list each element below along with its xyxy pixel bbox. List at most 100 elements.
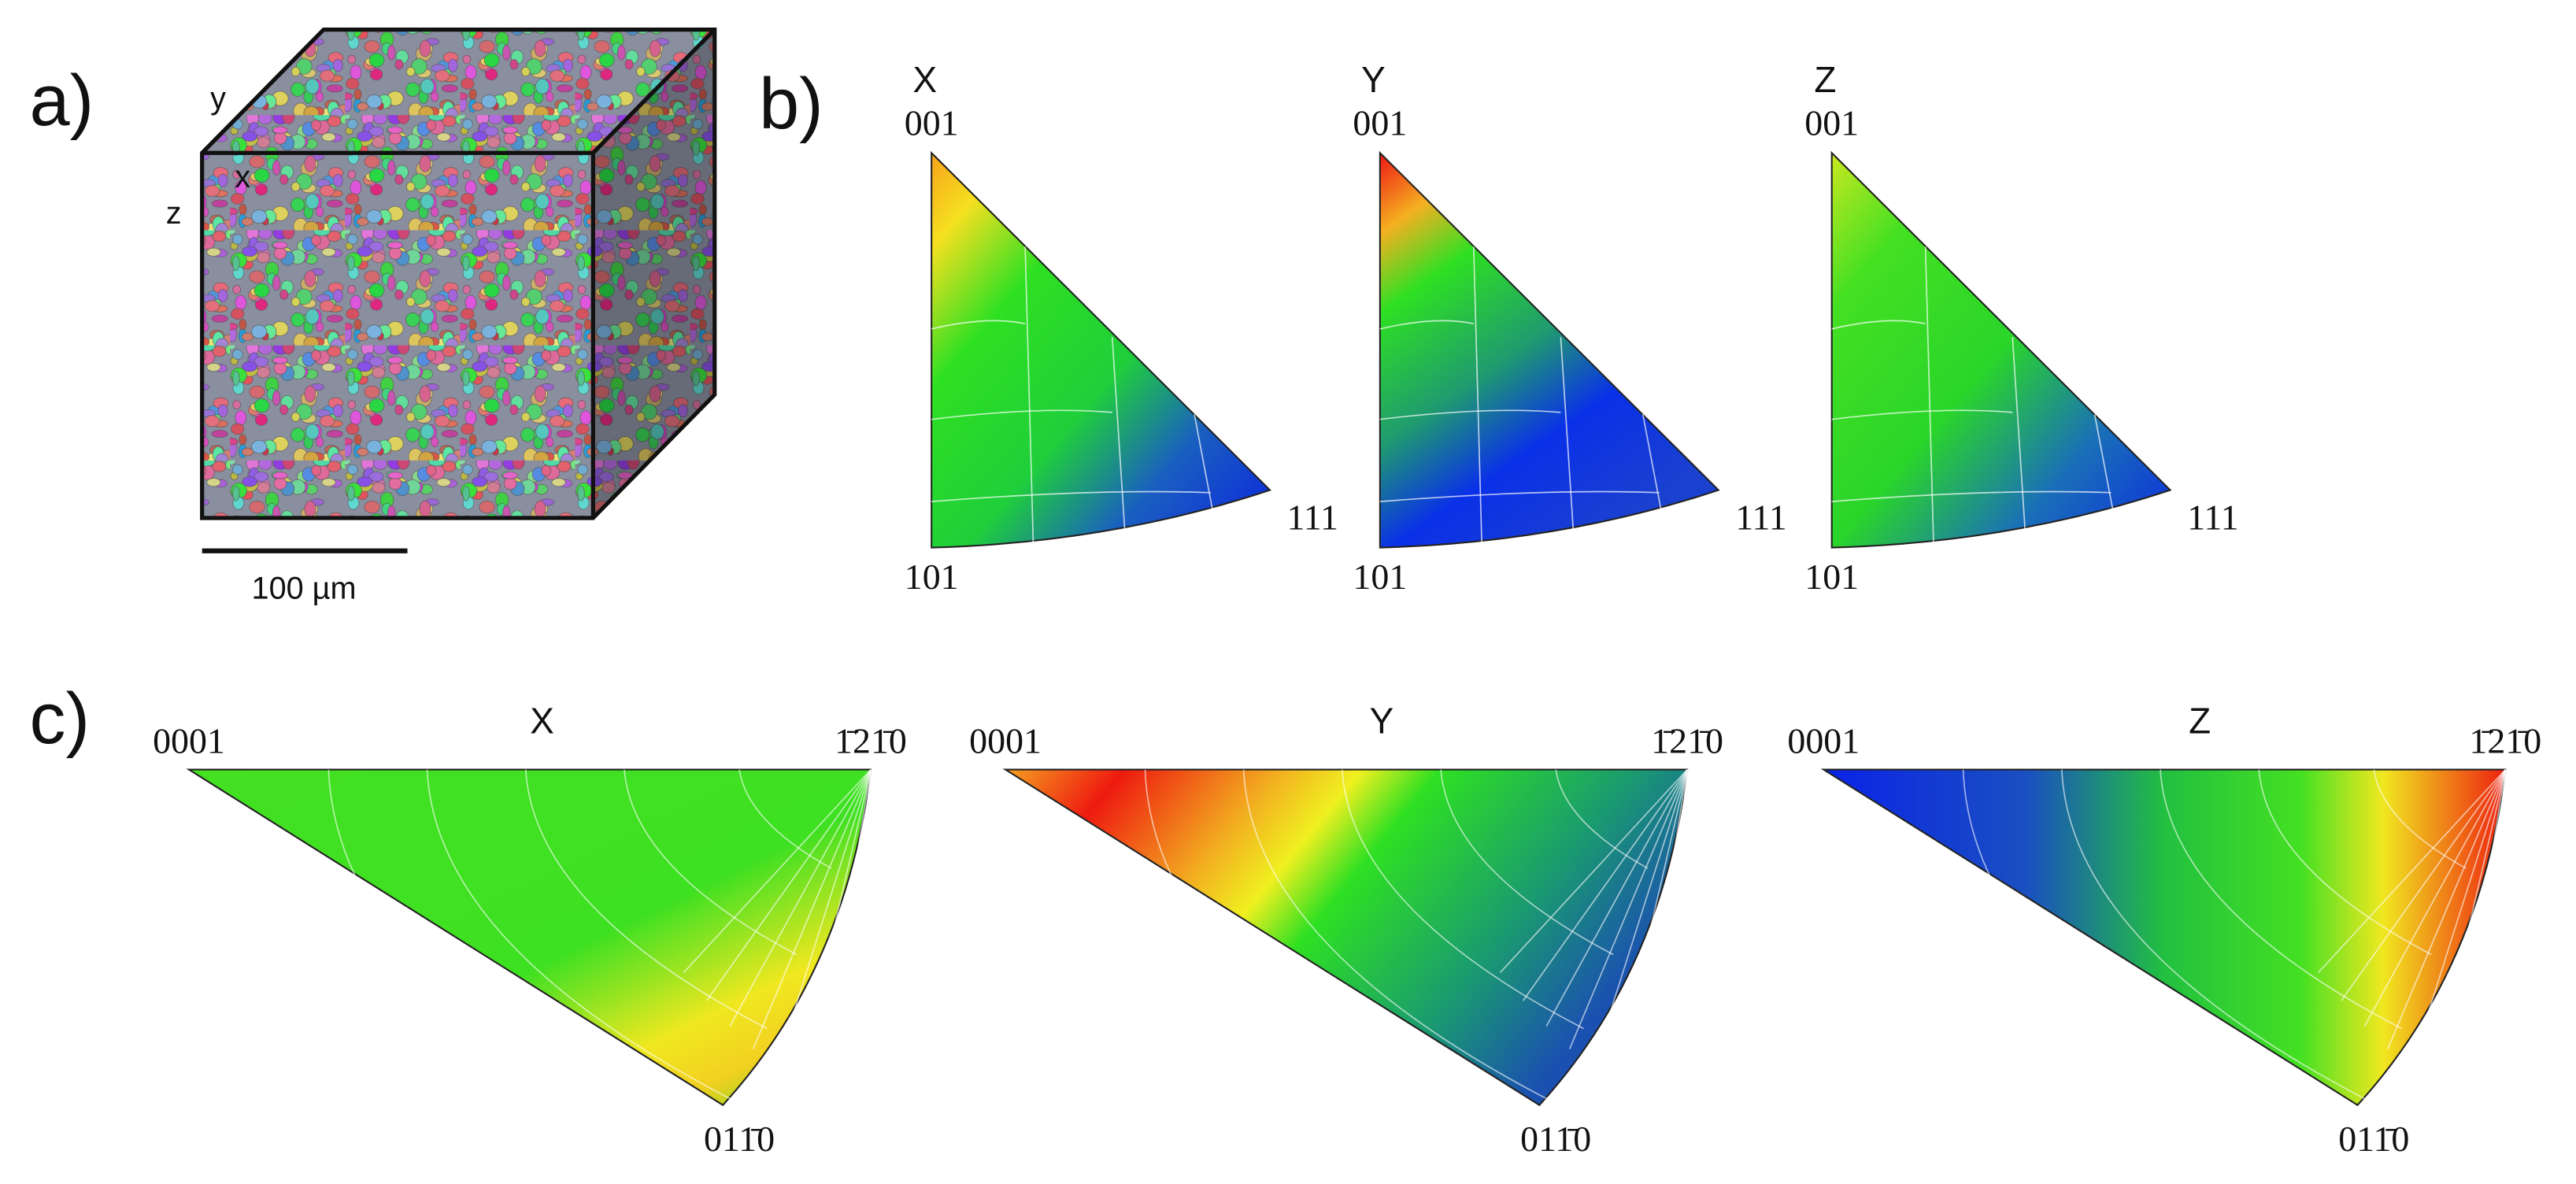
figure-title: Z — [1814, 59, 1836, 100]
grid-line — [2373, 769, 2467, 869]
axis-label: x — [235, 160, 250, 194]
grid-line — [837, 769, 872, 1108]
figure-title: Y — [1361, 59, 1386, 100]
grid-line — [1194, 414, 1215, 519]
grid-line — [2387, 769, 2507, 1049]
grid-line — [1379, 409, 1561, 420]
grid-line — [1568, 769, 1688, 1049]
corner-label: 101 — [1353, 557, 1407, 597]
grid-line — [2258, 769, 2432, 956]
figure-title: X — [530, 701, 554, 742]
panel-label: c) — [30, 679, 90, 759]
grid-line — [2318, 769, 2506, 974]
grid-line — [683, 769, 872, 974]
cube-top — [202, 29, 715, 154]
grid-line — [1379, 320, 1474, 330]
grid-line — [2012, 337, 2026, 540]
figure-title: Z — [2189, 701, 2211, 742]
grid-line — [1242, 769, 1555, 1104]
ipf-triangle — [1820, 768, 2507, 1107]
corner-label: 011̄0 — [2338, 1119, 2409, 1159]
grid-line — [931, 320, 1026, 330]
grid-line — [854, 769, 872, 1113]
corner-label: 1̄21̄0 — [1651, 721, 1723, 761]
grid-line — [752, 769, 872, 1049]
corner-label: 0001 — [969, 721, 1042, 761]
grid-line — [1499, 769, 1688, 974]
grid-line — [1591, 769, 1688, 1069]
ipf-triangle — [1379, 150, 1720, 549]
corner-label: 101 — [905, 557, 959, 597]
grid-line — [1379, 490, 1660, 502]
grid-line — [1555, 769, 1649, 869]
corner-label: 111 — [1287, 498, 1338, 538]
corner-label: 1̄21̄0 — [2469, 721, 2541, 761]
ipf-triangle — [931, 150, 1271, 549]
grid-line — [705, 769, 872, 1001]
grid-line — [2093, 414, 2115, 519]
grid-line — [1641, 414, 1664, 519]
figure-title: X — [913, 59, 938, 100]
corner-label: 011̄0 — [704, 1119, 775, 1159]
grid-line — [1545, 769, 1688, 1027]
corner-label: 001 — [905, 102, 959, 142]
grid-line — [328, 769, 709, 1178]
corner-label: 101 — [1804, 557, 1859, 597]
grid-line — [1924, 246, 1934, 548]
grid-line — [729, 769, 872, 1027]
ipf-triangle — [1002, 768, 1689, 1107]
grid-line — [817, 769, 872, 1098]
grid-line — [1831, 409, 2013, 420]
grid-line — [2341, 769, 2506, 1001]
scale-bar-label: 100 µm — [252, 571, 357, 605]
grid-line — [1560, 337, 1575, 540]
corner-label: 111 — [1735, 498, 1786, 538]
grid-line — [624, 769, 798, 956]
corner-label: 1̄21̄0 — [835, 721, 907, 761]
grid-line — [1653, 769, 1688, 1108]
grid-line — [1831, 490, 2112, 502]
corner-label: 0001 — [153, 721, 225, 761]
grid-line — [931, 409, 1112, 420]
ipf-triangle — [186, 768, 872, 1107]
cube-side-shade — [593, 29, 715, 519]
grid-line — [1144, 769, 1525, 1178]
grid-line — [1634, 769, 1688, 1098]
grid-line — [1342, 769, 1584, 1030]
grid-line — [797, 769, 872, 1086]
ipf-triangle — [1830, 150, 2172, 549]
panel-label: b) — [759, 64, 824, 144]
grid-line — [775, 769, 872, 1069]
grid-line — [2160, 769, 2403, 1030]
grid-line — [1831, 320, 1926, 330]
grid-line — [1440, 769, 1614, 956]
corner-label: 111 — [2187, 498, 2238, 538]
grid-line — [738, 769, 832, 869]
grid-line — [2061, 769, 2373, 1104]
grid-line — [2363, 769, 2507, 1027]
grid-line — [1522, 769, 1688, 1001]
grid-line — [2431, 769, 2507, 1086]
corner-label: 011̄0 — [1520, 1119, 1591, 1159]
grid-line — [1472, 246, 1483, 548]
corner-label: 001 — [1353, 102, 1407, 142]
cube-side — [593, 29, 715, 519]
grid-line — [2409, 769, 2507, 1069]
corner-label: 0001 — [1787, 721, 1860, 761]
axis-label: z — [166, 196, 182, 231]
cube — [200, 27, 717, 553]
grid-line — [426, 769, 738, 1104]
corner-label: 001 — [1804, 102, 1859, 142]
axis-label: y — [210, 81, 226, 116]
grid-line — [2452, 769, 2507, 1098]
panel-label: a) — [30, 61, 94, 141]
grid-line — [1613, 769, 1688, 1086]
grid-line — [1962, 769, 2344, 1178]
grid-line — [524, 769, 768, 1030]
grid-line — [1671, 769, 1688, 1113]
cube-front — [202, 153, 594, 518]
figure-title: Y — [1370, 701, 1394, 742]
grid-line — [1111, 337, 1127, 540]
